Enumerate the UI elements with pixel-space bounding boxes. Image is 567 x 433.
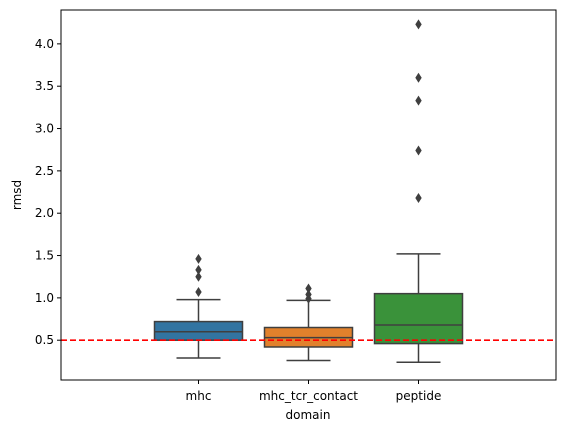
outlier-point bbox=[415, 145, 422, 156]
outlier-point bbox=[195, 253, 202, 264]
x-axis: mhc mhc_tcr_contact peptide bbox=[186, 380, 442, 403]
box-body bbox=[373, 292, 464, 345]
y-tick-label: 2.0 bbox=[35, 206, 54, 220]
y-tick-label: 4.0 bbox=[35, 37, 54, 51]
x-tick-label: mhc_tcr_contact bbox=[259, 389, 358, 403]
outlier-point bbox=[195, 271, 202, 282]
y-tick-label: 3.0 bbox=[35, 122, 54, 136]
x-tick-label: peptide bbox=[396, 389, 442, 403]
y-tick-label: 1.5 bbox=[35, 249, 54, 263]
box-mhc_tcr_contact bbox=[263, 283, 354, 362]
y-tick-label: 2.5 bbox=[35, 164, 54, 178]
plot-area bbox=[61, 19, 556, 363]
y-tick-label: 0.5 bbox=[35, 333, 54, 347]
y-tick-label: 1.0 bbox=[35, 291, 54, 305]
x-axis-label: domain bbox=[286, 408, 331, 422]
box-mhc bbox=[153, 253, 244, 359]
x-tick-label: mhc bbox=[186, 389, 212, 403]
outlier-point bbox=[415, 19, 422, 30]
outlier-point bbox=[415, 192, 422, 203]
outlier-point bbox=[195, 286, 202, 297]
box-peptide bbox=[373, 19, 464, 363]
outlier-point bbox=[305, 283, 312, 294]
y-axis: 0.5 1.0 1.5 2.0 2.5 3.0 3.5 4.0 bbox=[35, 37, 61, 347]
outlier-point bbox=[415, 95, 422, 106]
outlier-point bbox=[195, 264, 202, 275]
outlier-point bbox=[305, 289, 312, 300]
outlier-point bbox=[415, 72, 422, 83]
y-tick-label: 3.5 bbox=[35, 79, 54, 93]
y-axis-label: rmsd bbox=[10, 180, 24, 210]
box-body bbox=[153, 320, 244, 341]
